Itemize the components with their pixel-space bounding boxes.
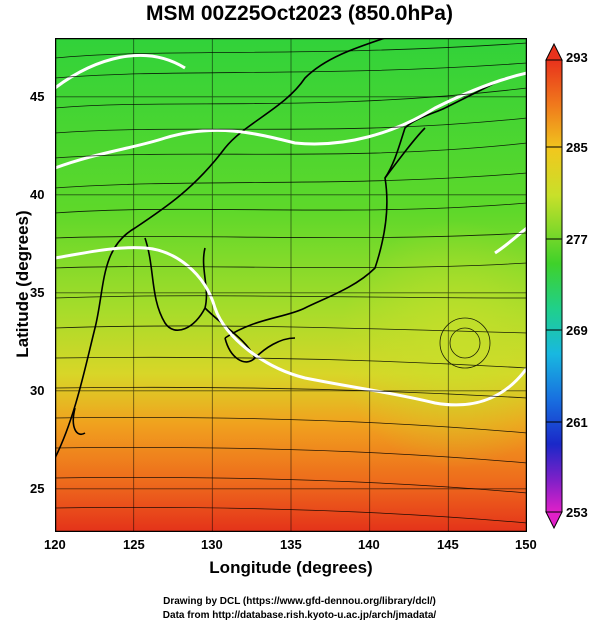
colorbar-label-269: 269 (566, 323, 588, 338)
colorbar-label-293: 293 (566, 50, 588, 65)
x-tick-140: 140 (358, 537, 380, 552)
plot-border (55, 38, 527, 532)
plot-area (55, 38, 527, 532)
y-axis-label: Latitude (degrees) (13, 210, 32, 358)
lat-lon-grid (55, 38, 527, 532)
x-tick-145: 145 (437, 537, 459, 552)
x-tick-135: 135 (280, 537, 302, 552)
y-tick-30: 30 (30, 383, 45, 398)
wind-streamlines (55, 42, 527, 524)
temperature-contours (55, 53, 527, 407)
colorbar-label-277: 277 (566, 232, 588, 247)
credit-data: Data from http://database.rish.kyoto-u.a… (162, 610, 437, 621)
y-tick-40: 40 (30, 187, 45, 202)
x-tick-120: 120 (44, 537, 66, 552)
colorbar-label-253: 253 (566, 505, 588, 520)
map-title: MSM 00Z25Oct2023 (850.0hPa) (146, 2, 453, 25)
colorbar (545, 42, 563, 530)
x-tick-130: 130 (201, 537, 223, 552)
y-tick-25: 25 (30, 481, 45, 496)
y-tick-45: 45 (30, 89, 45, 104)
colorbar-label-285: 285 (566, 140, 588, 155)
credit-dcl: Drawing by DCL (https://www.gfd-dennou.o… (163, 596, 436, 607)
y-tick-35: 35 (30, 285, 45, 300)
colorbar-label-261: 261 (566, 415, 588, 430)
x-axis-label: Longitude (degrees) (209, 558, 373, 577)
x-tick-150: 150 (515, 537, 537, 552)
x-tick-125: 125 (123, 537, 145, 552)
temperature-field (55, 38, 527, 532)
